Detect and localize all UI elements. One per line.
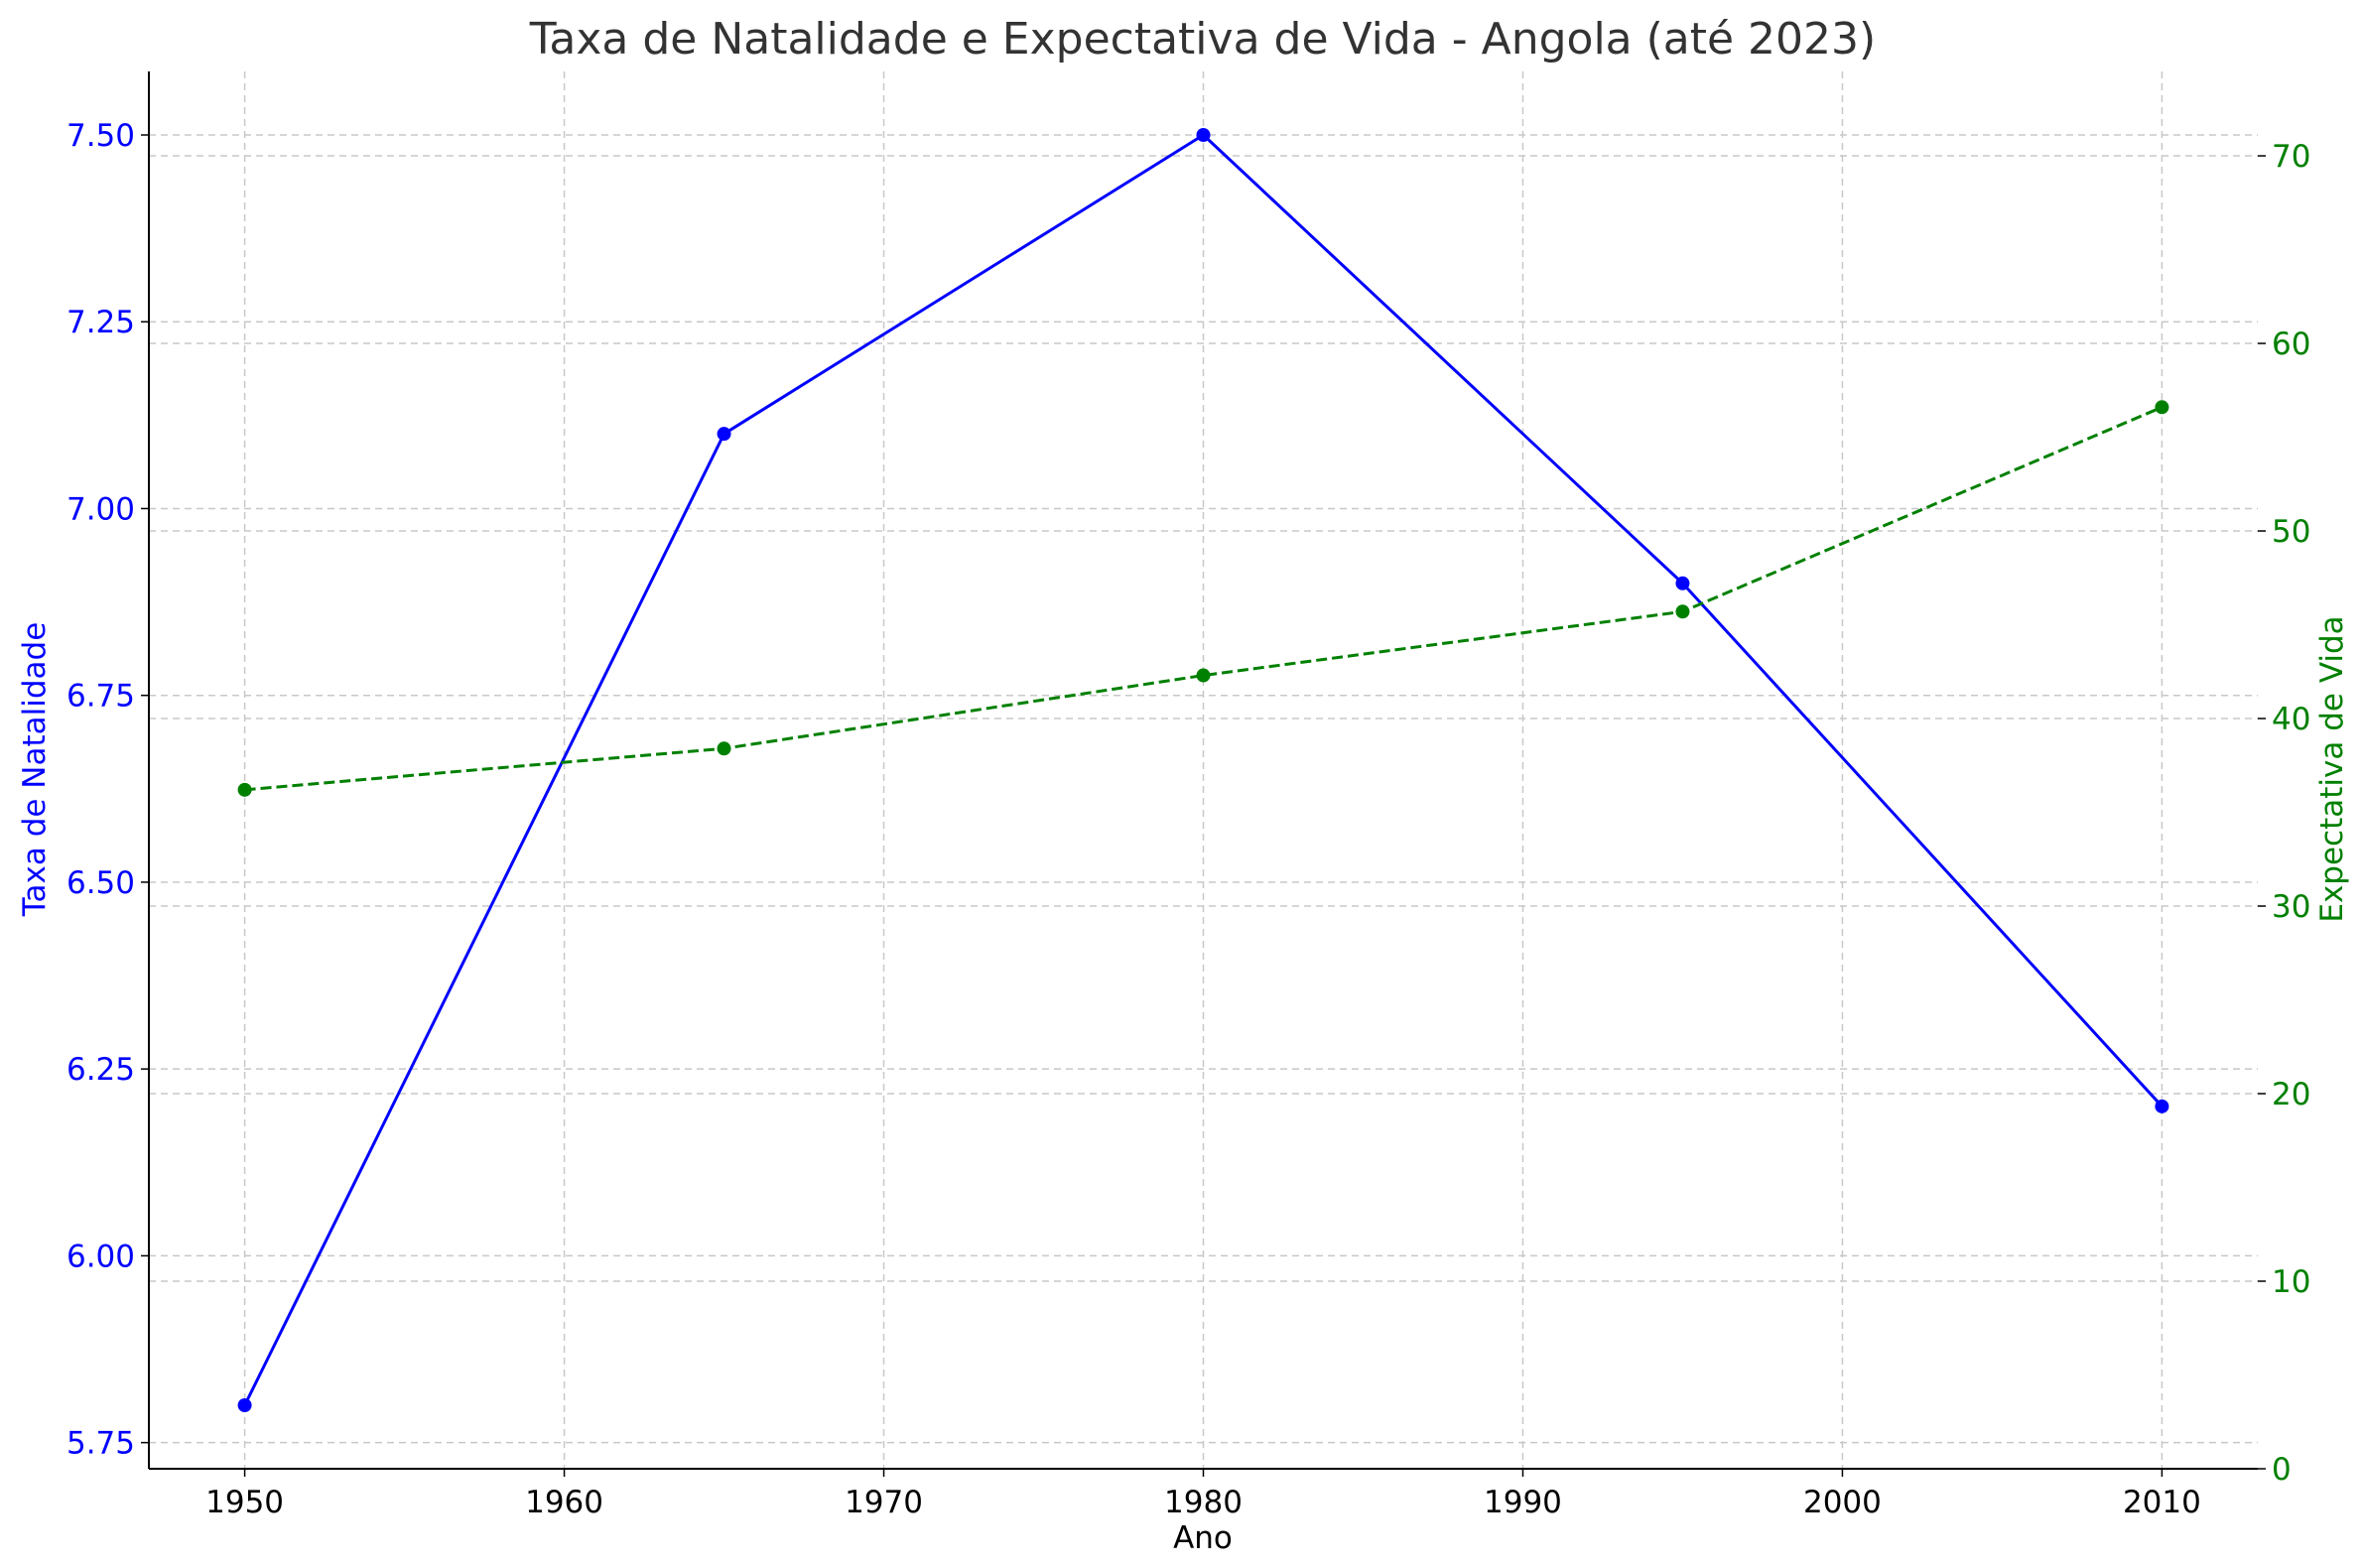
chart-title: Taxa de Natalidade e Expectativa de Vida… <box>529 14 1876 65</box>
x-tick-label: 1980 <box>1164 1485 1243 1520</box>
y-axis-label-right: Expectativa de Vida <box>2314 615 2350 922</box>
taxa-de-natalidade-point <box>2155 1099 2169 1113</box>
taxa-de-natalidade-point <box>1675 576 1690 590</box>
taxa-de-natalidade-point <box>237 1398 252 1412</box>
x-tick-label: 1990 <box>1484 1485 1562 1520</box>
expectativa-de-vida-point <box>2155 400 2169 415</box>
y-tick-label-left: 6.75 <box>66 679 135 715</box>
y-tick-label-right: 70 <box>2272 139 2310 175</box>
expectativa-de-vida-point <box>1675 604 1690 619</box>
x-axis-label: Ano <box>1173 1520 1233 1556</box>
y-tick-label-left: 6.50 <box>66 865 135 901</box>
y-tick-label-left: 5.75 <box>66 1426 135 1462</box>
axes-layer: 1950 1960 1970 1980 1990 2000 20105.756.006.25… <box>66 71 2310 1520</box>
expectativa-de-vida-point <box>1196 668 1211 683</box>
series-line-expectativa-de-vida <box>244 405 2163 792</box>
y-tick-label-right: 60 <box>2272 327 2310 362</box>
y-tick-label-right: 50 <box>2272 514 2310 550</box>
y-axis-label-left: Taxa de Natalidade <box>17 622 53 918</box>
labels-layer: Taxa de Natalidade e Expectativa de Vida… <box>17 14 2350 1556</box>
taxa-de-natalidade-point <box>717 427 731 442</box>
y-tick-label-left: 7.50 <box>66 118 135 154</box>
y-tick-label-left: 7.25 <box>66 305 135 340</box>
expectativa-de-vida-point <box>717 741 731 756</box>
y-tick-label-right: 40 <box>2272 702 2310 737</box>
x-tick-label: 1960 <box>525 1485 603 1520</box>
taxa-de-natalidade-point <box>1196 128 1211 142</box>
series-layer <box>237 128 2169 1412</box>
x-tick-label: 1970 <box>845 1485 923 1520</box>
grid-layer <box>149 71 2258 1470</box>
y-tick-label-right: 10 <box>2272 1264 2310 1300</box>
y-tick-label-right: 0 <box>2272 1452 2292 1488</box>
expectativa-de-vida-point <box>237 782 252 797</box>
x-tick-label: 2000 <box>1803 1485 1882 1520</box>
y-tick-label-right: 30 <box>2272 889 2310 925</box>
y-tick-label-left: 6.00 <box>66 1239 135 1274</box>
x-tick-label: 2010 <box>2123 1485 2201 1520</box>
y-tick-label-left: 6.25 <box>66 1052 135 1088</box>
y-tick-label-left: 7.00 <box>66 491 135 527</box>
x-tick-label: 1950 <box>205 1485 284 1520</box>
y-tick-label-right: 20 <box>2272 1077 2310 1112</box>
